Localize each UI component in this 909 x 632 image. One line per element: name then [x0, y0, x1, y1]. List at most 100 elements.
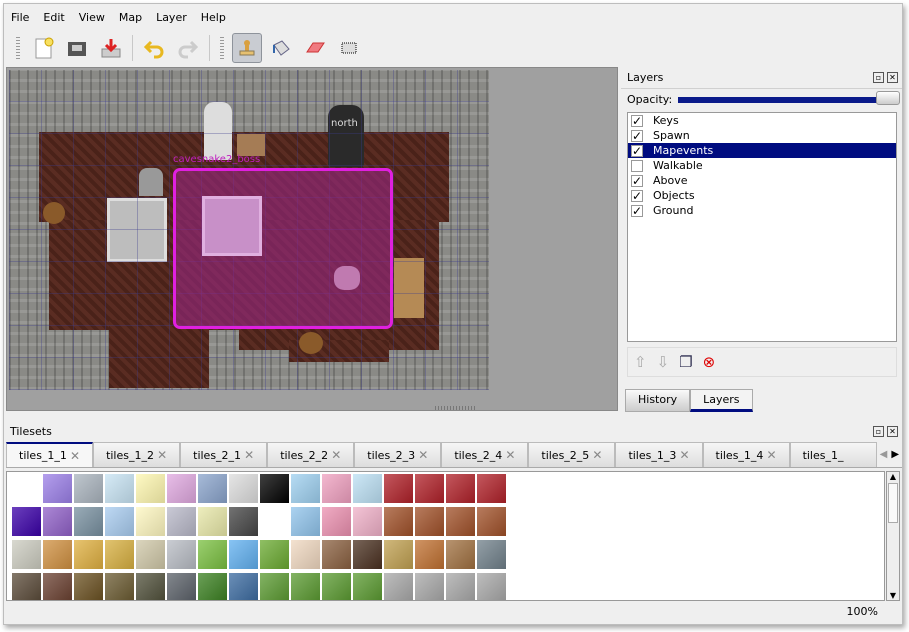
tile[interactable] [11, 572, 42, 600]
tile[interactable] [135, 473, 166, 504]
tile[interactable] [104, 473, 135, 504]
tile[interactable] [42, 473, 73, 504]
visibility-checkbox[interactable]: ✓ [631, 128, 643, 143]
tile[interactable] [42, 572, 73, 600]
new-map-button[interactable] [28, 33, 58, 63]
visibility-checkbox[interactable]: ✓ [631, 188, 643, 203]
slider-handle[interactable] [876, 90, 900, 105]
tab-tileset[interactable]: tiles_2_5 ✕ [528, 442, 616, 467]
tile[interactable] [352, 473, 383, 504]
eraser-button[interactable] [300, 33, 330, 63]
tile[interactable] [73, 539, 104, 570]
tile[interactable] [321, 506, 352, 537]
move-layer-up-icon[interactable]: ⇧ [634, 353, 647, 371]
tab-tileset[interactable]: tiles_1_4 ✕ [702, 442, 790, 467]
tile[interactable] [414, 506, 445, 537]
move-layer-down-icon[interactable]: ⇩ [656, 353, 670, 371]
redo-button[interactable] [173, 33, 203, 63]
visibility-checkbox[interactable]: ✓ [631, 143, 643, 158]
duplicate-layer-icon[interactable]: ❐ [679, 353, 693, 371]
tile[interactable] [259, 539, 290, 570]
delete-layer-icon[interactable]: ⊗ [702, 353, 716, 371]
tile[interactable] [104, 572, 135, 600]
tile[interactable] [445, 572, 476, 600]
tile[interactable] [290, 572, 321, 600]
scroll-up-icon[interactable]: ▲ [889, 472, 897, 481]
tab-scroll-left-icon[interactable]: ◀ [879, 449, 888, 460]
tile[interactable] [290, 473, 321, 504]
tile[interactable] [383, 572, 414, 600]
tile[interactable] [73, 506, 104, 537]
tile[interactable] [414, 473, 445, 504]
menu-map[interactable]: Map [118, 11, 143, 24]
open-button[interactable] [62, 33, 92, 63]
layer-row-keys[interactable]: ✓ Keys [628, 113, 896, 128]
tile[interactable] [414, 572, 445, 600]
close-tab-icon[interactable]: ✕ [331, 448, 342, 462]
splitter-handle[interactable] [435, 406, 475, 410]
close-tab-icon[interactable]: ✕ [505, 448, 516, 462]
tile[interactable] [290, 539, 321, 570]
close-icon[interactable]: ✕ [887, 72, 898, 83]
close-tab-icon[interactable]: ✕ [766, 448, 777, 462]
tile[interactable] [197, 473, 228, 504]
tile[interactable] [445, 473, 476, 504]
layer-row-ground[interactable]: ✓ Ground [628, 203, 896, 218]
tile[interactable] [104, 506, 135, 537]
tab-tileset[interactable]: tiles_2_1 ✕ [180, 442, 268, 467]
toolbar-grip[interactable] [16, 37, 20, 59]
close-tab-icon[interactable]: ✕ [244, 448, 255, 462]
visibility-checkbox[interactable]: ✓ [631, 113, 643, 128]
map-view[interactable]: cavesnake2_boss north [6, 67, 618, 411]
close-icon[interactable]: ✕ [887, 425, 898, 437]
save-button[interactable] [96, 33, 126, 63]
tile[interactable] [352, 572, 383, 600]
tile[interactable] [166, 506, 197, 537]
tile[interactable] [259, 572, 290, 600]
menu-help[interactable]: Help [200, 11, 226, 24]
tile[interactable] [166, 539, 197, 570]
tile[interactable] [197, 539, 228, 570]
close-tab-icon[interactable]: ✕ [70, 448, 81, 463]
tile[interactable] [383, 539, 414, 570]
close-tab-icon[interactable]: ✕ [679, 448, 690, 462]
tile[interactable] [11, 506, 42, 537]
tile[interactable] [104, 539, 135, 570]
tile[interactable] [228, 473, 259, 504]
toolbar-grip[interactable] [220, 37, 224, 59]
layer-row-walkable[interactable]: Walkable [628, 158, 896, 173]
layer-row-objects[interactable]: ✓ Objects [628, 188, 896, 203]
menu-view[interactable]: View [78, 11, 105, 24]
tile[interactable] [228, 572, 259, 600]
visibility-checkbox[interactable]: ✓ [631, 203, 643, 218]
tile[interactable] [445, 539, 476, 570]
tile[interactable] [383, 473, 414, 504]
tab-tileset[interactable]: tiles_2_2 ✕ [267, 442, 355, 467]
tab-tileset[interactable]: tiles_2_3 ✕ [354, 442, 442, 467]
tile[interactable] [42, 506, 73, 537]
tile[interactable] [476, 506, 507, 537]
close-tab-icon[interactable]: ✕ [418, 448, 429, 462]
tile[interactable] [228, 539, 259, 570]
menu-layer[interactable]: Layer [156, 11, 187, 24]
tile[interactable] [414, 539, 445, 570]
tile[interactable] [476, 572, 507, 600]
tab-layers[interactable]: Layers [690, 389, 753, 412]
tile[interactable] [352, 506, 383, 537]
tile[interactable] [228, 506, 259, 537]
tile[interactable] [197, 572, 228, 600]
tile[interactable] [476, 473, 507, 504]
tab-history[interactable]: History [625, 389, 691, 412]
tile[interactable] [321, 473, 352, 504]
stamp-brush-button[interactable] [232, 33, 262, 63]
tile[interactable] [166, 572, 197, 600]
tab-tileset[interactable]: tiles_2_4 ✕ [441, 442, 529, 467]
visibility-checkbox[interactable]: ✓ [631, 173, 643, 188]
close-tab-icon[interactable]: ✕ [157, 448, 168, 462]
layer-row-spawn[interactable]: ✓ Spawn [628, 128, 896, 143]
tile[interactable] [73, 473, 104, 504]
tab-scroll-right-icon[interactable]: ▶ [891, 449, 900, 460]
tile[interactable] [73, 572, 104, 600]
scroll-thumb[interactable] [888, 483, 898, 523]
tile[interactable] [166, 473, 197, 504]
